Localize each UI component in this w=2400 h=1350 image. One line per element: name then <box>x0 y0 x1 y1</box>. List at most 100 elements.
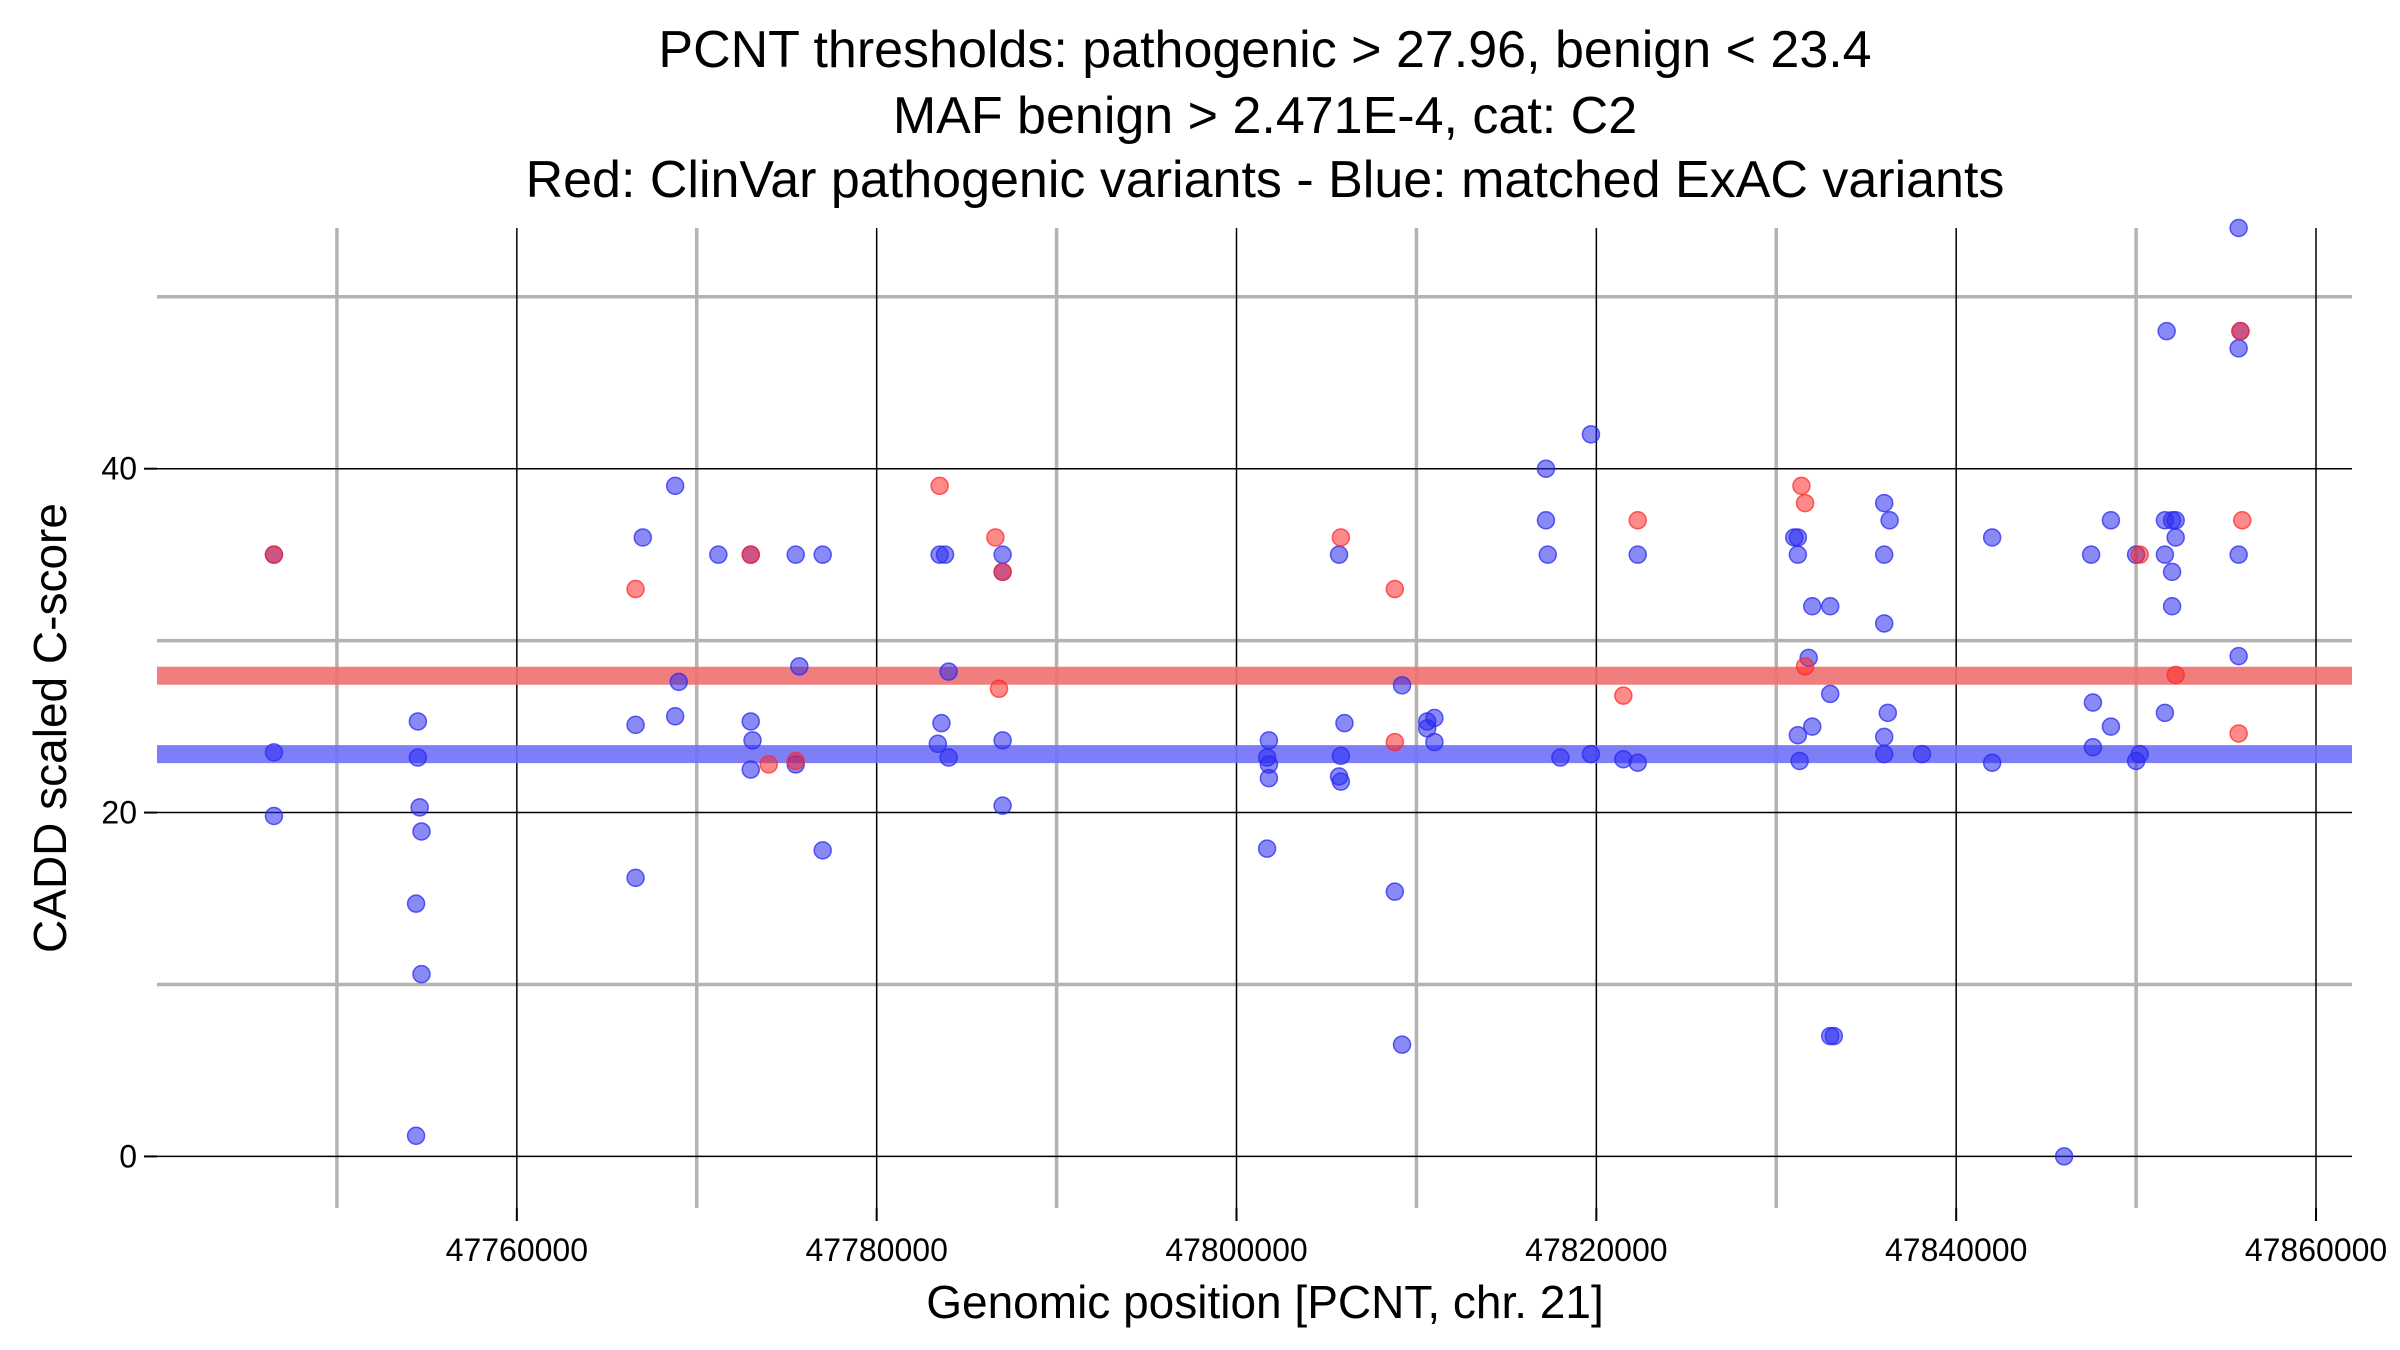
exac-point <box>2166 528 2185 547</box>
exac-point <box>1802 717 1822 736</box>
chart-title-line-2: MAF benign > 2.471E-4, cat: C2 <box>893 87 1637 145</box>
exac-point <box>264 806 284 826</box>
exac-point <box>2083 693 2103 712</box>
exac-point <box>1820 596 1840 616</box>
clinvar-point <box>1331 528 1351 547</box>
exac-point <box>1392 676 1412 695</box>
x-axis-title: Genomic position [PCNT, chr. 21] <box>926 1276 1604 1328</box>
chart-title-line-1: PCNT thresholds: pathogenic > 27.96, ben… <box>658 21 1871 79</box>
exac-point <box>1788 528 1808 547</box>
exac-point <box>1874 727 1894 747</box>
exac-point <box>741 760 760 779</box>
exac-point <box>1259 731 1279 750</box>
exac-point <box>2083 737 2103 757</box>
exac-point <box>1820 684 1840 704</box>
exac-point <box>1880 511 1899 530</box>
y-axis: 0 20 40 <box>101 451 157 1174</box>
clinvar-point <box>2130 545 2149 564</box>
clinvar-point <box>1792 476 1811 496</box>
exac-point <box>1329 545 1349 564</box>
x-axis: 47760000 47780000 47800000 47820000 47840000… <box>446 1208 2387 1268</box>
exac-point <box>1878 703 1898 723</box>
clinvar-point <box>2229 724 2248 743</box>
exac-point <box>1788 545 1808 564</box>
x-tick-label: 47760000 <box>446 1232 588 1268</box>
exac-point <box>741 712 760 731</box>
exac-point <box>2229 218 2248 238</box>
exac-point <box>813 545 832 564</box>
exac-point <box>665 707 685 726</box>
clinvar-point <box>1385 579 1405 599</box>
exac-point <box>1790 751 1809 771</box>
exac-point <box>1331 746 1351 766</box>
exac-point <box>1536 511 1556 530</box>
exac-point <box>406 894 426 913</box>
x-tick-label: 47800000 <box>1165 1232 1307 1268</box>
exac-point <box>1628 753 1647 772</box>
clinvar-point <box>741 545 760 564</box>
exac-point <box>1335 713 1354 733</box>
exac-point <box>2229 339 2248 358</box>
y-axis-title: CADD scaled C-score <box>24 503 76 953</box>
exac-point <box>2157 321 2176 341</box>
exac-point <box>412 822 431 841</box>
exac-point <box>786 545 805 564</box>
major-gridlines <box>157 228 2352 1208</box>
clinvar-point <box>626 579 645 599</box>
exac-point <box>1331 772 1351 791</box>
exac-point <box>406 1126 426 1146</box>
chart-title: PCNT thresholds: pathogenic > 27.96, ben… <box>526 21 2005 209</box>
exac-point <box>1385 882 1405 901</box>
exac-point <box>264 743 284 762</box>
clinvar-point <box>1614 686 1633 705</box>
clinvar-point <box>2233 511 2252 530</box>
x-tick-label: 47820000 <box>1525 1232 1667 1268</box>
clinvar-point <box>986 528 1005 547</box>
exac-point <box>932 713 951 733</box>
exac-point <box>408 712 428 731</box>
exac-point <box>1538 545 1558 564</box>
exac-point <box>2155 703 2175 723</box>
exac-point <box>939 748 958 767</box>
exac-point <box>1874 545 1894 564</box>
exac-point <box>2166 511 2185 530</box>
exac-point <box>2126 751 2146 771</box>
exac-point <box>2081 545 2101 564</box>
exac-point <box>2162 562 2182 582</box>
exac-point <box>2101 511 2121 530</box>
clinvar-point <box>1795 493 1815 513</box>
exac-point <box>1874 614 1894 633</box>
exac-point <box>2101 717 2121 736</box>
clinvar-point <box>1385 732 1405 752</box>
y-tick-label: 20 <box>101 795 137 831</box>
exac-point <box>1628 545 1647 564</box>
clinvar-point <box>993 562 1012 582</box>
exac-point <box>1874 493 1894 513</box>
exac-point <box>935 545 955 564</box>
exac-point <box>2155 545 2175 564</box>
exac-point <box>1536 459 1556 478</box>
exac-point <box>993 796 1012 815</box>
exac-point <box>743 731 762 750</box>
x-tick-label: 47780000 <box>805 1232 947 1268</box>
exac-point <box>1802 596 1822 616</box>
exac-point <box>2054 1147 2074 1166</box>
clinvar-point <box>989 679 1009 699</box>
x-tick-label: 47840000 <box>1885 1232 2027 1268</box>
exac-point <box>1581 744 1601 764</box>
data-points <box>264 218 2252 1166</box>
y-tick-label: 40 <box>101 451 137 487</box>
exac-point <box>1425 732 1444 752</box>
exac-point <box>1982 528 2002 547</box>
y-tick-label: 0 <box>119 1138 137 1174</box>
clinvar-point <box>1795 657 1815 676</box>
exac-point <box>1551 748 1570 767</box>
exac-point <box>1788 725 1808 745</box>
exac-point <box>1581 425 1601 444</box>
exac-point <box>412 964 431 984</box>
exac-point <box>813 841 832 860</box>
exac-point <box>928 734 948 754</box>
exac-point <box>626 715 645 735</box>
exac-point <box>1392 1035 1412 1054</box>
